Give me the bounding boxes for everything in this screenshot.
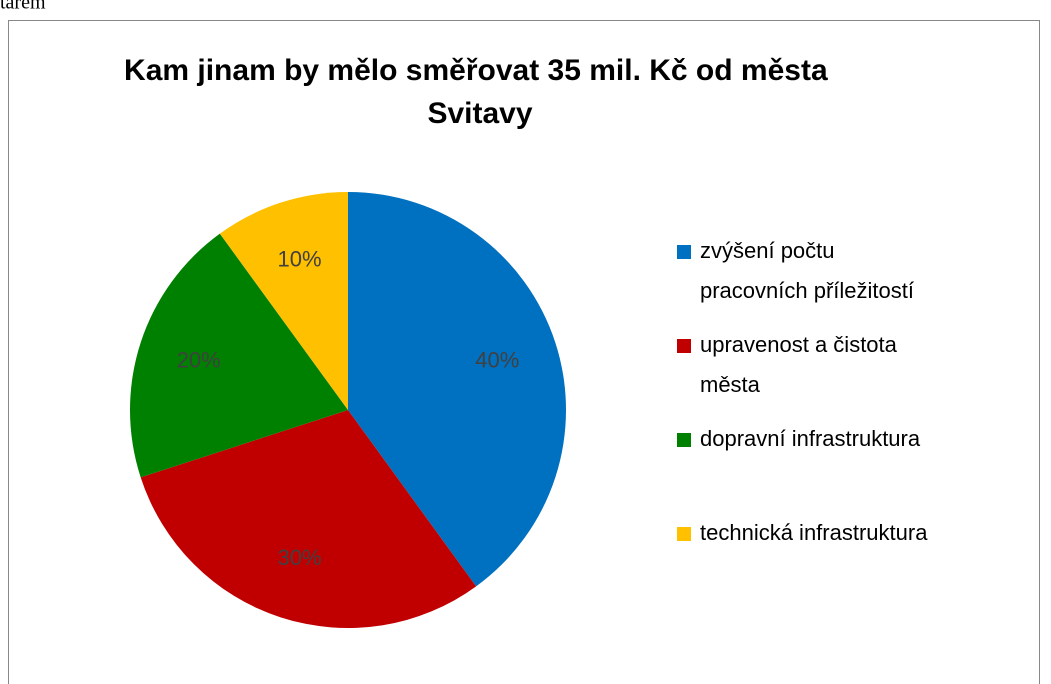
text-line: zvýšení počtu [700, 238, 841, 263]
legend-swatch [677, 339, 691, 353]
text-line: pracovních příležitostí [700, 278, 914, 303]
legend-label: upravenost a čistota města [700, 332, 903, 397]
chart-title: Kam jinam by mělo směřovat 35 mil. Kč od… [124, 54, 836, 130]
pie-slice [140, 410, 477, 628]
data-label: 10% [277, 247, 321, 272]
legend-label: zvýšení počtu pracovních příležitostí [700, 238, 914, 303]
legend-label: dopravní infrastruktura [700, 426, 921, 451]
pie-slice [219, 192, 348, 410]
header-text: tařem [0, 0, 46, 14]
legend-swatch [677, 245, 691, 259]
text-line: města [700, 372, 761, 397]
pie-slice [130, 233, 348, 478]
data-label: 40% [475, 347, 519, 372]
text-line: upravenost a čistota [700, 332, 903, 357]
data-label: 20% [177, 347, 221, 372]
pie-slice [348, 192, 566, 587]
data-label: 30% [277, 545, 321, 570]
text-line: technická infrastruktura [700, 520, 928, 545]
legend-swatch [677, 527, 691, 541]
legend-label: technická infrastruktura [700, 520, 928, 545]
text-line: Kam jinam by mělo směřovat 35 mil. Kč od… [124, 54, 836, 87]
text-line: dopravní infrastruktura [700, 426, 921, 451]
text-line: Svitavy [427, 97, 532, 130]
legend-swatch [677, 433, 691, 447]
